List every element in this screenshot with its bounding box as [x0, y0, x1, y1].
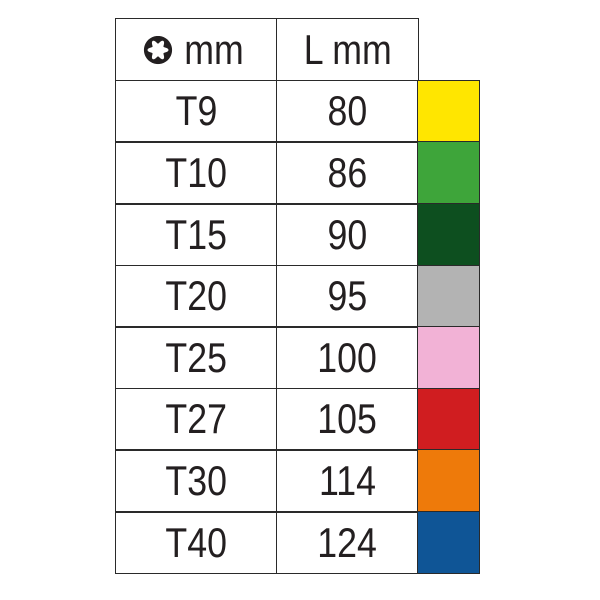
length-value: 86 — [327, 148, 368, 196]
header-size: mm — [115, 18, 278, 82]
header-size-unit: mm — [184, 25, 244, 73]
header-length-label: L mm — [303, 25, 392, 73]
size-cell: T9 — [115, 79, 278, 143]
size-value: T10 — [165, 148, 228, 196]
table-row: T15 90 — [115, 203, 481, 267]
size-cell: T10 — [115, 141, 278, 205]
header-empty — [417, 18, 480, 81]
color-swatch — [417, 264, 481, 328]
size-cell: T30 — [115, 449, 278, 513]
color-swatch — [417, 449, 481, 513]
length-cell: 90 — [275, 203, 419, 267]
length-value: 90 — [327, 210, 368, 258]
color-swatch — [417, 326, 481, 390]
length-value: 105 — [317, 395, 378, 443]
table-row: T20 95 — [115, 264, 481, 328]
torx-size-table: mm L mm T9 80 T10 86 T15 90 T20 95 T25 1… — [115, 18, 481, 575]
color-swatch — [417, 79, 481, 143]
color-swatch — [417, 387, 481, 451]
size-value: T40 — [165, 518, 228, 566]
size-value: T27 — [165, 395, 228, 443]
color-swatch — [417, 141, 481, 205]
length-value: 80 — [327, 87, 368, 135]
table-row: T10 86 — [115, 141, 481, 205]
size-cell: T27 — [115, 387, 278, 451]
length-value: 100 — [317, 333, 378, 381]
length-cell: 95 — [275, 264, 419, 328]
size-value: T20 — [165, 272, 228, 320]
table-row: T40 124 — [115, 511, 481, 575]
color-swatch — [417, 511, 481, 575]
length-cell: 80 — [275, 79, 419, 143]
size-cell: T15 — [115, 203, 278, 267]
length-value: 124 — [317, 518, 378, 566]
table-row: T30 114 — [115, 449, 481, 513]
length-value: 114 — [318, 456, 376, 504]
size-cell: T40 — [115, 511, 278, 575]
size-cell: T20 — [115, 264, 278, 328]
table-row: T9 80 — [115, 79, 481, 143]
header-length: L mm — [275, 18, 419, 82]
length-value: 95 — [327, 272, 368, 320]
length-cell: 86 — [275, 141, 419, 205]
color-swatch — [417, 203, 481, 267]
torx-icon — [144, 35, 173, 64]
length-cell: 124 — [275, 511, 419, 575]
table-body: T9 80 T10 86 T15 90 T20 95 T25 100 T27 1… — [115, 79, 481, 575]
table-row: T27 105 — [115, 387, 481, 451]
header-row: mm L mm — [115, 18, 480, 82]
size-value: T25 — [165, 333, 228, 381]
length-cell: 114 — [275, 449, 419, 513]
size-cell: T25 — [115, 326, 278, 390]
table-row: T25 100 — [115, 326, 481, 390]
size-value: T9 — [175, 87, 218, 135]
length-cell: 105 — [275, 387, 419, 451]
size-value: T30 — [165, 456, 228, 504]
size-value: T15 — [165, 210, 228, 258]
length-cell: 100 — [275, 326, 419, 390]
